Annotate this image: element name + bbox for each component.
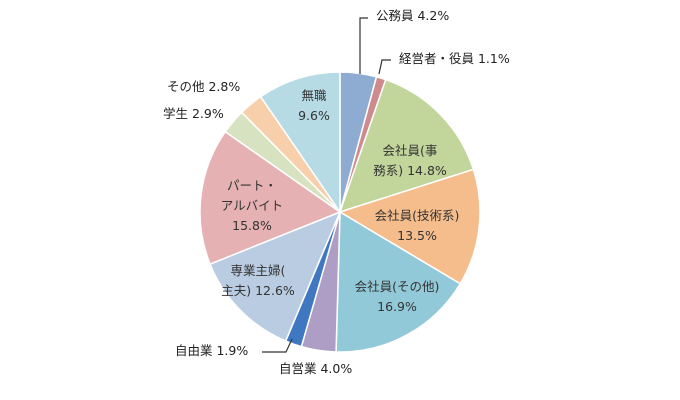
slice-label: 専業主婦(主夫) 12.6%	[221, 263, 295, 298]
slice-label: 経営者・役員 1.1%	[399, 51, 510, 66]
pie-slice	[338, 78, 475, 214]
pie-slice	[338, 168, 481, 285]
slice-label: パート・アルバイト 15.8%	[221, 178, 283, 233]
pie-slice	[209, 210, 342, 343]
pie-slice	[335, 210, 462, 353]
slice-label: 自由業 1.9%	[175, 343, 248, 358]
slice-label: 会社員(事務系) 14.8%	[373, 143, 447, 178]
slice-label: 無職 9.6%	[298, 88, 330, 123]
slice-label: その他 2.8%	[167, 79, 240, 94]
slice-label: 公務員 4.2%	[376, 8, 449, 23]
slice-label: 学生 2.9%	[163, 106, 224, 121]
leader-line	[262, 338, 293, 353]
slice-label: 会社員(その他) 16.9%	[355, 279, 440, 314]
pie-slice	[259, 71, 341, 215]
pie-slice	[199, 130, 342, 266]
leader-line	[378, 59, 391, 75]
slice-label: 会社員(技術系) 13.5%	[375, 208, 460, 243]
slice-label: 自営業 4.0%	[279, 361, 352, 376]
leader-line	[359, 17, 368, 74]
